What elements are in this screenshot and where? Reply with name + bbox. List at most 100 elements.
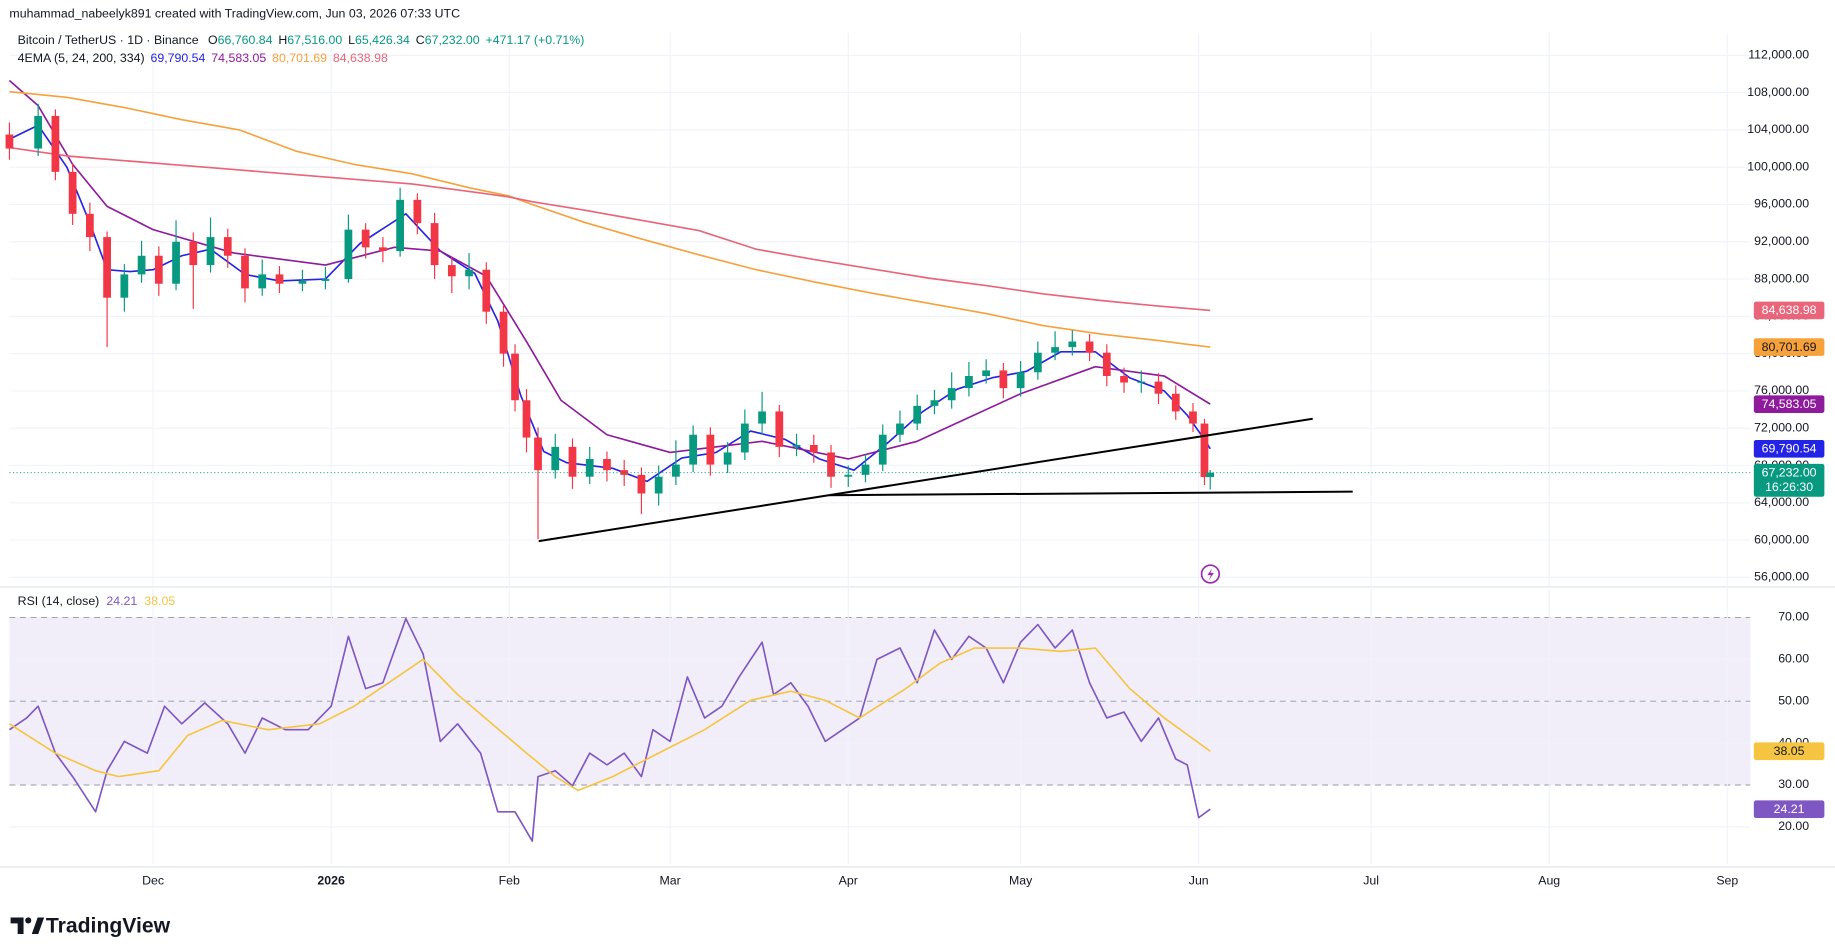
candle-body <box>522 400 531 438</box>
price-badges: 69,790.54 74,583.05 80,701.69 84,638.98 67,2… <box>1753 301 1825 819</box>
y-tick-label: 108,000.00 <box>1747 85 1809 99</box>
y-tick-label: 60,000.00 <box>1754 532 1809 546</box>
y-tick-label: 112,000.00 <box>1748 48 1809 62</box>
candle-body <box>344 229 353 280</box>
candle-body <box>1102 352 1111 377</box>
candle-body <box>844 474 853 477</box>
ohlc-value: 65,426.34 <box>355 33 410 47</box>
y-tick-label: 72,000.00 <box>1754 420 1809 434</box>
ohlc-value: 67,516.00 <box>287 33 342 47</box>
countdown: 16:26:30 <box>1765 480 1813 494</box>
price-badge <box>1753 395 1825 413</box>
trend-line <box>538 417 1313 543</box>
candle-body <box>930 400 939 406</box>
y-tick-label: 70.00 <box>1778 610 1809 624</box>
candle-body <box>740 423 749 453</box>
candle-body <box>499 311 508 354</box>
price-badge-label: 69,790.54 <box>1762 442 1817 456</box>
y-tick-label: 60.00 <box>1778 652 1809 666</box>
price-badge-label: 38.05 <box>1774 744 1805 758</box>
candle-body <box>172 241 180 284</box>
candle-body <box>568 446 577 477</box>
ohlc-value: 67,232.00 <box>425 33 480 47</box>
candle-body <box>723 452 732 465</box>
candle-body <box>120 274 129 298</box>
candle-body <box>1085 341 1094 353</box>
candle-body <box>379 247 387 252</box>
y-tick-label: 56,000.00 <box>1754 570 1809 584</box>
candle-body <box>1171 393 1180 412</box>
rsi-legend: RSI (14, close) 24.21 38.05 <box>18 595 176 609</box>
candle-body <box>654 476 663 494</box>
candle-body <box>1016 372 1025 389</box>
ema-value: 74,583.05 <box>211 51 266 65</box>
ohlc-key: C <box>416 33 425 47</box>
drawings <box>538 417 1353 584</box>
y-tick-label: 76,000.00 <box>1754 383 1809 397</box>
candle-body <box>947 388 956 401</box>
price-badge <box>1753 301 1825 320</box>
candle-body <box>965 376 973 389</box>
candle-body <box>1200 423 1209 478</box>
candle-body <box>1068 341 1077 348</box>
brand-name[interactable]: TradingView <box>46 914 171 937</box>
brand-logo[interactable]: TradingView <box>10 914 171 937</box>
y-tick-label: 92,000.00 <box>1754 234 1809 248</box>
candle-body <box>206 237 215 266</box>
ema-value: 80,701.69 <box>272 51 327 65</box>
candle-body <box>430 223 439 266</box>
candle-body <box>827 452 835 477</box>
ohlc-value: 66,760.84 <box>218 33 273 47</box>
candle-body <box>689 434 698 465</box>
price-badge <box>1753 742 1825 761</box>
indicator-name: 4EMA (5, 24, 200, 334) <box>18 51 145 65</box>
candle-body <box>551 446 560 471</box>
y-tick-label: 88,000.00 <box>1754 271 1809 285</box>
candle-body <box>1137 381 1146 383</box>
price-badge-label: 24.21 <box>1774 802 1805 816</box>
ohlc-key: H <box>278 33 287 47</box>
rsi-line <box>8 647 1211 792</box>
candle-body <box>189 241 198 266</box>
y-tick-label: 64,000.00 <box>1754 495 1809 509</box>
caption: muhammad_nabeelyk891 created with Tradin… <box>9 6 460 20</box>
y-tick-label: 20.00 <box>1778 819 1809 833</box>
candle-body <box>1051 347 1059 353</box>
x-tick-label: Sep <box>1716 873 1738 887</box>
price-badge <box>1753 800 1825 819</box>
candle-body <box>603 458 611 471</box>
candle-body <box>672 464 680 477</box>
price-badge-label: 74,583.05 <box>1762 397 1817 411</box>
rsi-value: 24.21 <box>106 595 137 609</box>
ohlc-key: L <box>348 33 355 47</box>
alert-icon[interactable] <box>1200 564 1221 584</box>
x-tick-label: 2026 <box>317 873 345 887</box>
x-tick-label: Jul <box>1363 873 1379 887</box>
x-tick-label: Aug <box>1538 873 1560 887</box>
candle-body <box>1189 411 1197 424</box>
price-badge <box>1753 463 1825 497</box>
rsi-line <box>8 617 1211 842</box>
candle-body <box>465 269 473 277</box>
rsi-title: RSI (14, close) <box>18 595 100 609</box>
candle-body <box>361 229 370 248</box>
candle-body <box>758 411 766 424</box>
candle-body <box>103 237 111 298</box>
candle-body <box>878 434 887 465</box>
candle-body <box>792 445 801 447</box>
candle-body <box>809 445 818 453</box>
candle-body <box>5 134 14 149</box>
candle-body <box>413 199 422 224</box>
candle-body <box>482 269 491 312</box>
candle-body <box>275 274 284 284</box>
y-tick-label: 30.00 <box>1778 777 1809 791</box>
symbol: Bitcoin / TetherUS · 1D · Binance <box>18 33 199 47</box>
candle-body <box>585 458 594 477</box>
y-tick-label: 96,000.00 <box>1754 197 1809 211</box>
candle-body <box>321 279 330 281</box>
ema-line <box>9 90 1211 348</box>
candle-body <box>241 255 249 289</box>
